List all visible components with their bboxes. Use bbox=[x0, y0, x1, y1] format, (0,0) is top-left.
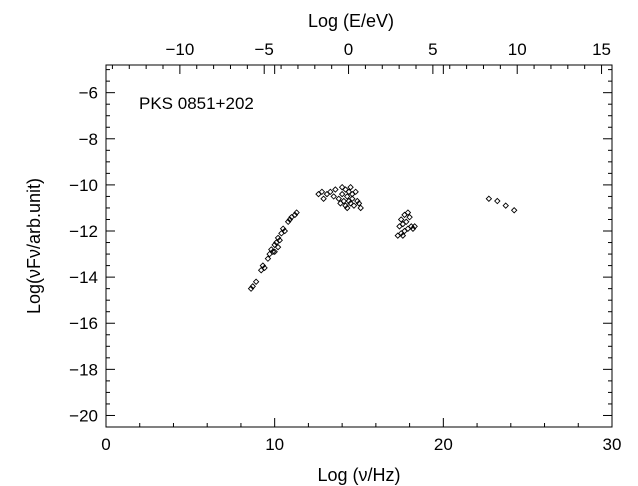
data-point bbox=[355, 200, 363, 207]
data-point bbox=[252, 278, 260, 285]
data-point bbox=[327, 188, 334, 196]
source-annotation: PKS 0851+202 bbox=[139, 94, 254, 113]
y-tick-label: −6 bbox=[79, 84, 98, 103]
y-tick-label: −16 bbox=[69, 314, 98, 333]
data-point bbox=[335, 195, 342, 202]
data-point bbox=[349, 195, 356, 202]
data-point bbox=[485, 195, 493, 202]
data-point bbox=[399, 232, 407, 239]
data-point bbox=[338, 190, 346, 198]
x-tick-label: 30 bbox=[603, 435, 622, 454]
x-tick-label: 10 bbox=[265, 435, 284, 454]
data-point bbox=[397, 216, 405, 223]
y-tick-label: −12 bbox=[69, 222, 98, 241]
data-points bbox=[247, 183, 518, 292]
x-tick-label: 0 bbox=[101, 435, 110, 454]
data-point bbox=[269, 248, 277, 256]
data-point bbox=[330, 193, 337, 200]
y-tick-label: −8 bbox=[79, 130, 98, 149]
data-point bbox=[271, 248, 278, 256]
data-point bbox=[320, 195, 327, 202]
x-axis-title: Log (ν/Hz) bbox=[317, 465, 400, 485]
y-axis-title: Log(νFν/arb.unit) bbox=[24, 178, 44, 314]
y-tick-label: −10 bbox=[69, 176, 98, 195]
top-x-tick-label: 15 bbox=[592, 40, 611, 59]
data-point bbox=[345, 188, 353, 196]
data-point bbox=[343, 193, 351, 200]
top-x-tick-label: −10 bbox=[165, 40, 194, 59]
data-point bbox=[502, 202, 509, 209]
data-point bbox=[338, 183, 346, 191]
data-point bbox=[332, 186, 339, 193]
data-point bbox=[318, 188, 326, 196]
data-point bbox=[343, 204, 351, 212]
data-point bbox=[404, 209, 412, 216]
top-x-tick-label: 10 bbox=[508, 40, 527, 59]
data-point bbox=[347, 183, 354, 191]
data-point bbox=[264, 255, 272, 262]
data-point bbox=[494, 197, 501, 205]
data-point bbox=[357, 204, 364, 212]
y-tick-label: −20 bbox=[69, 406, 98, 425]
top-x-tick-label: −5 bbox=[255, 40, 274, 59]
data-point bbox=[247, 285, 255, 292]
top-x-tick-label: 5 bbox=[428, 40, 437, 59]
data-point bbox=[274, 243, 282, 251]
y-tick-label: −14 bbox=[69, 268, 98, 287]
data-point bbox=[350, 202, 358, 209]
data-point bbox=[409, 225, 417, 232]
data-point bbox=[293, 209, 300, 216]
data-point bbox=[291, 211, 299, 219]
data-point bbox=[402, 218, 410, 226]
data-point bbox=[406, 213, 413, 221]
x-tick-label: 20 bbox=[434, 435, 453, 454]
data-point bbox=[347, 200, 354, 207]
axis-ticks: 0 10 20 30 −20 −18 −16 −14 −12 −10 −8 −6 −10 −5 0 5 10 15 bbox=[69, 40, 621, 454]
data-point bbox=[284, 218, 292, 226]
data-point bbox=[340, 197, 348, 205]
data-point bbox=[510, 207, 518, 214]
y-tick-label: −18 bbox=[69, 360, 98, 379]
top-x-axis-title: Log (E/eV) bbox=[308, 11, 394, 31]
data-point bbox=[271, 241, 278, 249]
top-x-tick-label: 0 bbox=[344, 40, 353, 59]
plot-frame bbox=[105, 64, 613, 428]
data-point bbox=[411, 223, 418, 230]
data-point bbox=[281, 227, 289, 235]
data-point bbox=[276, 236, 283, 244]
data-point bbox=[352, 188, 359, 196]
data-point bbox=[286, 216, 294, 223]
data-point bbox=[249, 283, 256, 290]
data-point bbox=[261, 264, 268, 272]
